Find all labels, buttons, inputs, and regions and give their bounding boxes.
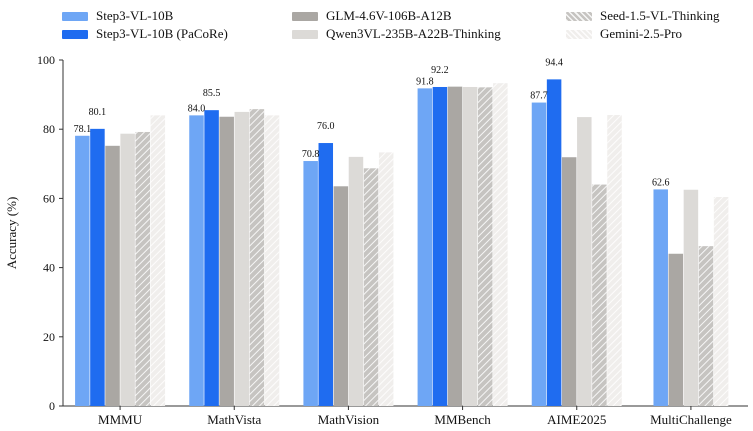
data-labels: 78.1 80.1 84.0 85.5 70.8 76.0 91.892.2 87.7 94.4…	[74, 57, 670, 188]
y-axis-label: Accuracy (%)	[4, 197, 19, 270]
data-label: 85.5	[203, 88, 221, 99]
data-label: 80.1	[89, 107, 107, 118]
bar-2-1	[219, 116, 234, 406]
data-label: 70.8	[302, 149, 320, 160]
legend-item-4: Seed-1.5-VL-Thinking	[566, 8, 720, 24]
legend-swatch-1	[62, 29, 88, 39]
legend-label-1: Step3-VL-10B (PaCoRe)	[96, 26, 228, 41]
y-tick-label: 40	[43, 261, 55, 275]
bar-hatch-4-2	[363, 168, 379, 406]
y-tick-label: 0	[49, 399, 55, 413]
bar-3-4	[577, 117, 592, 406]
bar-hatch-5-0	[150, 115, 166, 407]
legend-item-1: Step3-VL-10B (PaCoRe)	[62, 26, 228, 42]
bar-0-2	[303, 161, 318, 406]
bar-0-3	[417, 88, 433, 406]
bar-0-1	[189, 115, 204, 407]
bar-2-4	[561, 157, 577, 406]
y-tick-label: 80	[43, 122, 55, 136]
legend-label-4: Seed-1.5-VL-Thinking	[600, 8, 720, 23]
bar-3-2	[348, 156, 364, 406]
legend-swatch-4	[566, 11, 592, 21]
bar-0-5	[653, 189, 668, 406]
data-label: 78.1	[74, 124, 92, 135]
legend-label-3: Qwen3VL-235B-A22B-Thinking	[326, 26, 501, 41]
legend-item-5: Gemini-2.5-Pro	[566, 26, 682, 42]
legend-label-5: Gemini-2.5-Pro	[600, 26, 682, 41]
x-tick-label: MMBench	[434, 412, 491, 427]
legend-label-2: GLM-4.6V-106B-A12B	[326, 8, 452, 23]
legend-item-0: Step3-VL-10B	[62, 8, 173, 24]
bar-2-3	[447, 86, 463, 406]
bars	[75, 79, 729, 407]
legend-item-2: GLM-4.6V-106B-A12B	[292, 8, 452, 24]
bar-hatch-5-2	[378, 152, 394, 406]
bar-hatch-5-5	[713, 197, 729, 406]
legend-label-0: Step3-VL-10B	[96, 8, 174, 23]
legend-swatch-5	[566, 29, 592, 39]
bar-hatch-5-1	[264, 115, 280, 407]
data-label: 92.2	[431, 65, 449, 76]
y-tick-label: 60	[43, 191, 55, 205]
legend-swatch-2	[292, 11, 318, 21]
bar-3-0	[120, 133, 135, 406]
x-tick-label: AIME2025	[547, 412, 606, 427]
x-tick-label: MultiChallenge	[650, 412, 732, 427]
data-label: 76.0	[317, 121, 335, 132]
axes: 0 20 40 60 80 100 Accuracy (%) MMMU MathVista Mat…	[4, 53, 748, 427]
bar-2-2	[333, 186, 349, 406]
data-label: 84.0	[188, 103, 206, 114]
bar-hatch-4-5	[698, 246, 714, 406]
bar-0-4	[531, 102, 547, 407]
x-tick-label: MMMU	[98, 412, 143, 427]
bar-3-5	[683, 189, 699, 406]
bar-1-3	[432, 86, 448, 406]
bar-hatch-4-4	[592, 184, 607, 406]
legend-item-3: Qwen3VL-235B-A22B-Thinking	[292, 26, 501, 42]
x-tick-label: MathVista	[207, 412, 261, 427]
legend: Step3-VL-10B Step3-VL-10B (PaCoRe) GLM-4…	[0, 0, 753, 48]
bar-0-0	[75, 135, 90, 407]
data-label: 94.4	[545, 57, 563, 68]
bar-1-4	[546, 79, 562, 406]
x-tick-label: MathVision	[318, 412, 380, 427]
bar-hatch-4-1	[249, 109, 265, 406]
y-tick-label: 100	[37, 53, 55, 67]
data-label: 91.8	[416, 76, 434, 87]
bar-2-5	[668, 253, 684, 406]
bar-3-1	[234, 111, 250, 407]
data-label: 87.7	[530, 91, 548, 102]
bar-hatch-4-3	[477, 87, 493, 407]
bar-1-1	[204, 110, 219, 407]
bar-3-3	[462, 86, 478, 406]
y-tick-label: 20	[43, 330, 55, 344]
bar-2-0	[105, 145, 120, 407]
bar-1-2	[318, 143, 334, 407]
bar-1-0	[90, 128, 105, 406]
data-label: 62.6	[652, 177, 670, 188]
bar-hatch-4-0	[135, 131, 150, 406]
bar-hatch-5-3	[493, 83, 508, 406]
legend-swatch-0	[62, 11, 88, 21]
legend-swatch-3	[292, 29, 318, 39]
bar-hatch-5-4	[607, 115, 622, 406]
